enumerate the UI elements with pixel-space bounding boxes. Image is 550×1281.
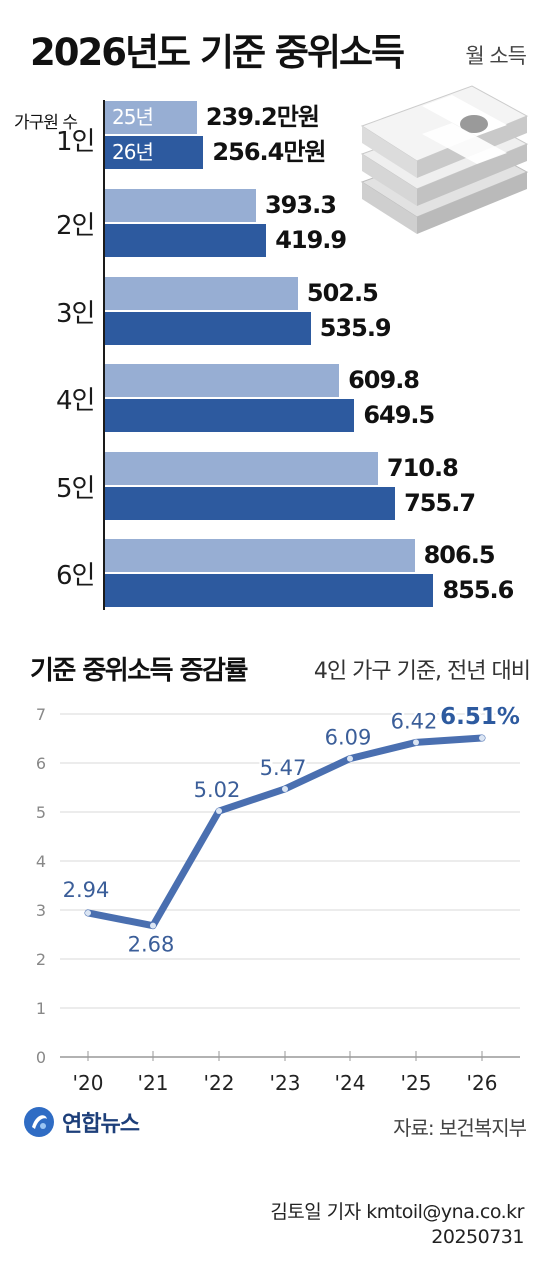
x-tick-label: '21 (138, 1071, 169, 1095)
data-value-label: 2.94 (63, 878, 110, 902)
bar-chart-axis (103, 100, 105, 610)
bar-value-label: 755.7 (404, 489, 476, 517)
money-stack-icon (360, 85, 529, 234)
series-name-label: 26년 (112, 140, 154, 164)
data-value-label: 6.09 (325, 726, 372, 750)
data-point (347, 755, 353, 762)
yonhap-logo-icon (24, 1107, 54, 1137)
bar-value-label: 649.5 (363, 401, 435, 429)
household-category-label: 5인 (56, 474, 95, 504)
data-point (216, 808, 222, 815)
series-name-label: 25년 (112, 105, 154, 129)
x-tick-label: '24 (335, 1071, 366, 1095)
data-value-label: 6.42 (391, 709, 438, 733)
bar-2025 (105, 189, 256, 222)
reporter-credit: 김토일 기자 kmtoil@yna.co.kr (270, 1201, 524, 1223)
x-tick-label: '23 (270, 1071, 301, 1095)
yonhap-logo: 연합뉴스 (22, 1102, 140, 1142)
x-tick-label: '26 (467, 1071, 498, 1095)
bar-2025: 25년 (105, 101, 197, 134)
x-tick-label: '20 (73, 1071, 104, 1095)
data-point (85, 909, 91, 916)
y-tick-label: 7 (36, 705, 46, 724)
bar-2026 (105, 574, 434, 607)
bar-value-label: 855.6 (442, 576, 514, 604)
bar-2026 (105, 224, 267, 257)
data-value-label: 6.51% (440, 704, 520, 730)
yonhap-logo-text: 연합뉴스 (62, 1112, 140, 1137)
bar-2025 (105, 364, 340, 397)
y-tick-label: 1 (36, 999, 46, 1018)
unit-label: 월 소득 (465, 44, 527, 68)
bar-value-label: 806.5 (423, 541, 496, 569)
bar-2026 (105, 399, 355, 432)
data-point (479, 735, 485, 742)
bar-value-label: 710.8 (386, 454, 459, 482)
y-tick-label: 5 (36, 803, 46, 822)
bar-2025 (105, 539, 415, 572)
y-tick-label: 3 (36, 901, 46, 920)
bar-2026: 26년 (105, 136, 204, 169)
data-value-label: 5.47 (260, 756, 307, 780)
y-tick-label: 6 (36, 754, 46, 773)
y-tick-label: 4 (36, 852, 46, 871)
bar-value-label: 419.9 (275, 226, 347, 254)
bar-2025 (105, 452, 378, 485)
bar-value-label: 393.3 (264, 191, 337, 219)
bar-value-label: 239.2만원 (205, 103, 320, 131)
page-title: 2026년도 기준 중위소득 (30, 31, 405, 74)
data-point (413, 739, 419, 746)
data-value-label: 2.68 (128, 933, 175, 957)
bar-value-label: 256.4만원 (212, 138, 326, 166)
growth-rate-line-chart: 0 1 2 3 4 5 6 7 '20 '21 '22 '23 '24 '25 '26 2.94 2.68 5.0… (36, 702, 523, 1095)
household-size-label: 가구원 수 (14, 113, 78, 133)
bar-value-label: 609.8 (348, 366, 420, 394)
data-value-label: 5.02 (194, 778, 241, 802)
credit: 김토일 기자 kmtoil@yna.co.kr 20250731 (270, 1200, 524, 1250)
y-tick-label: 2 (36, 950, 46, 969)
source-label: 자료: 보건복지부 (393, 1116, 527, 1140)
x-tick-label: '22 (204, 1071, 235, 1095)
household-category-label: 4인 (56, 386, 95, 416)
household-category-label: 3인 (56, 299, 95, 329)
household-category-label: 2인 (56, 211, 95, 241)
line-chart-subtitle: 4인 가구 기준, 전년 대비 (313, 659, 531, 684)
household-category-label: 1인 (56, 127, 95, 157)
bar-2026 (105, 312, 311, 345)
bar-value-label: 502.5 (306, 279, 379, 307)
date-label: 20250731 (431, 1226, 524, 1248)
bar-2026 (105, 487, 396, 520)
bar-value-label: 535.9 (319, 314, 392, 342)
data-point (150, 922, 156, 929)
bar-2025 (105, 277, 298, 310)
data-point (282, 785, 288, 792)
line-chart-title: 기준 중위소득 증감률 (30, 656, 248, 686)
x-tick-label: '25 (401, 1071, 432, 1095)
household-category-label: 6인 (56, 561, 95, 591)
y-tick-label: 0 (36, 1048, 46, 1067)
